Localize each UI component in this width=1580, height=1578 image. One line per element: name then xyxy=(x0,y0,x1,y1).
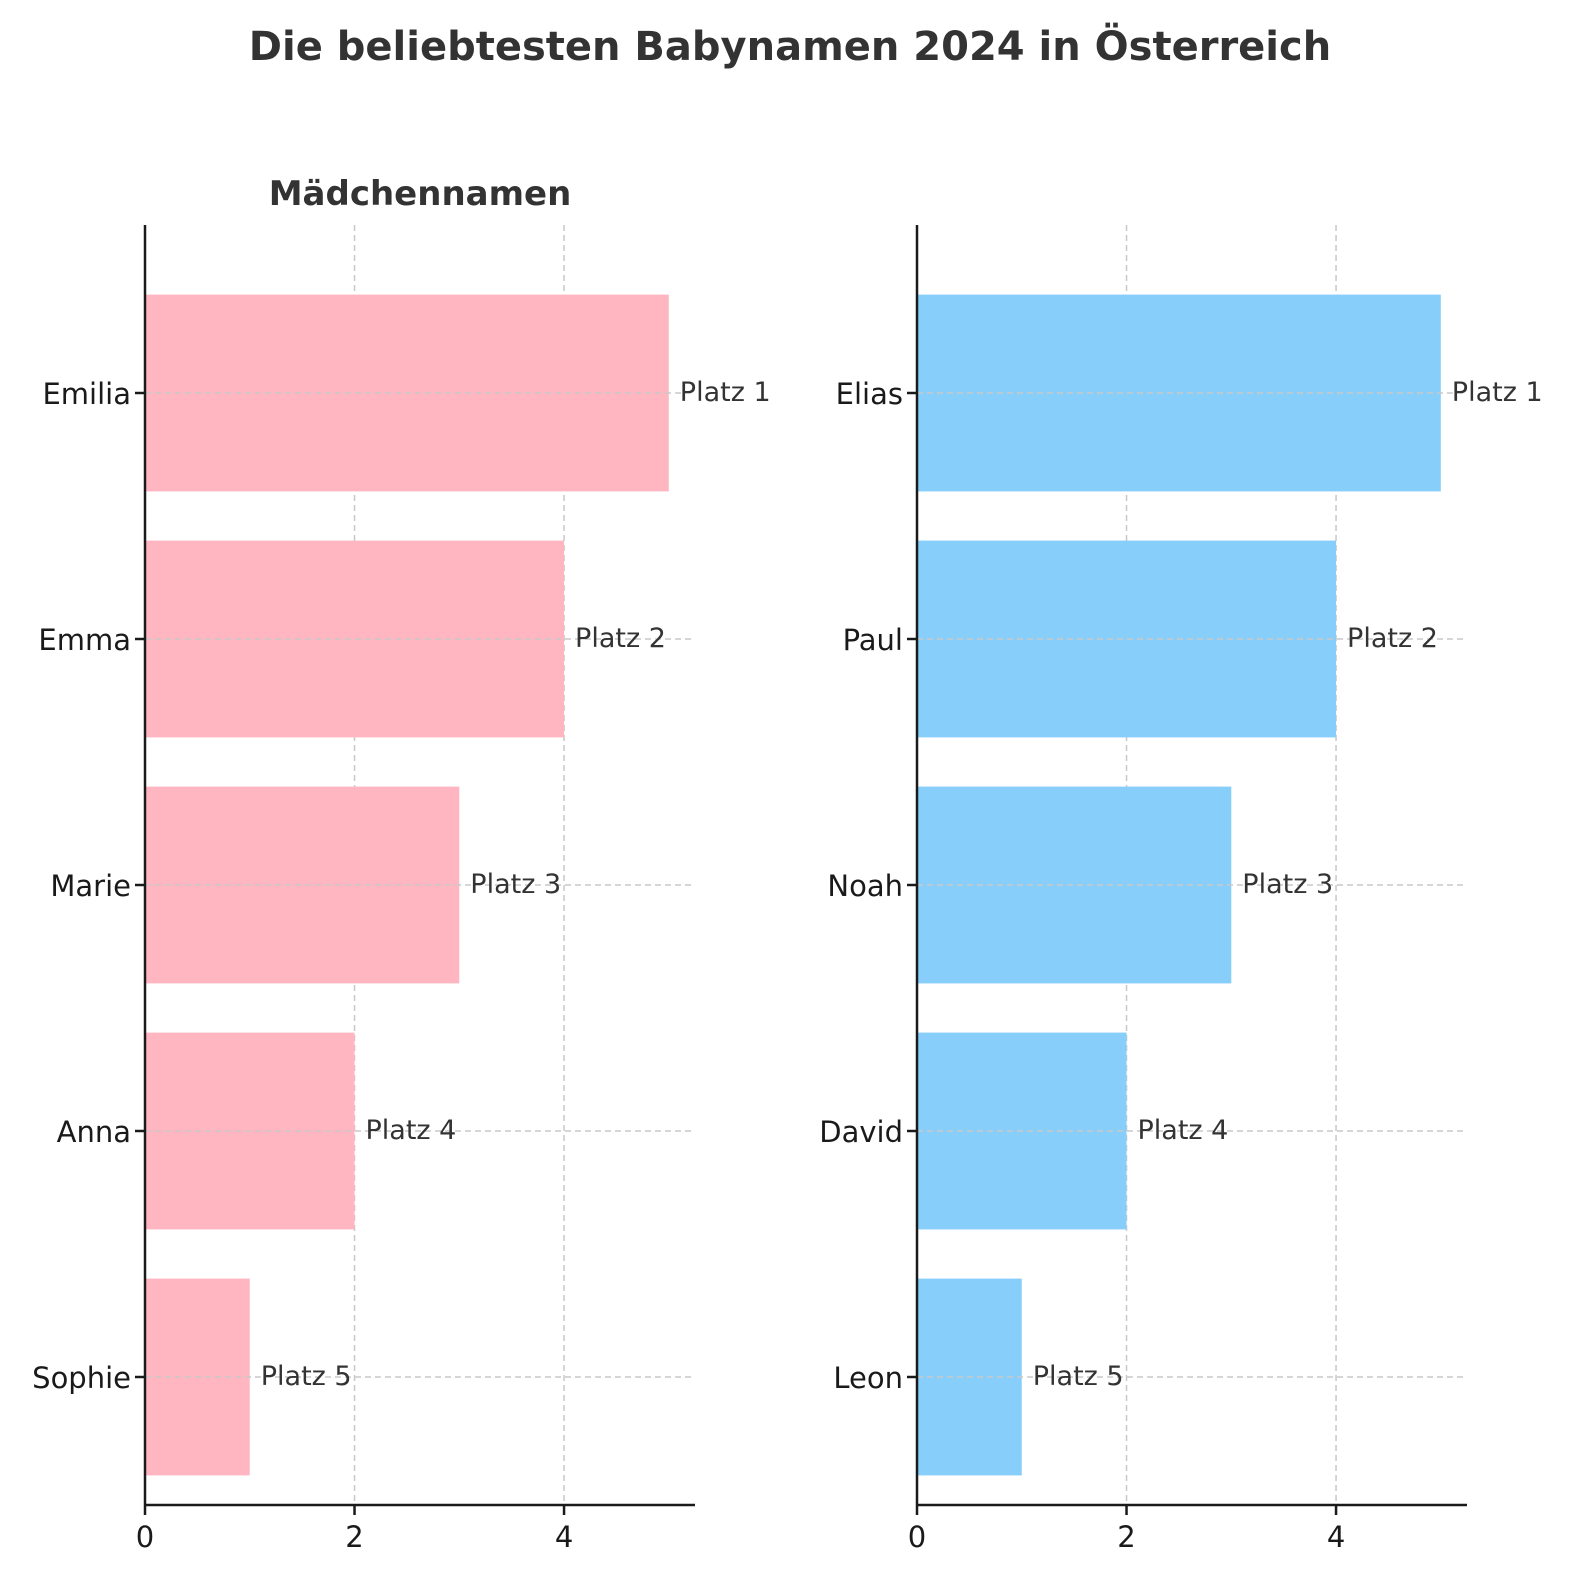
bar-value-label: Platz 5 xyxy=(1033,1361,1124,1392)
bar-value-label: Platz 3 xyxy=(470,869,561,900)
bar-value-label: Platz 4 xyxy=(1138,1115,1229,1146)
category-label: Anna xyxy=(57,1115,131,1149)
x-tick-label: 4 xyxy=(555,1520,573,1554)
x-tick-label: 4 xyxy=(1327,1520,1345,1554)
category-label: Leon xyxy=(833,1361,903,1395)
x-tick-label: 0 xyxy=(908,1520,926,1554)
category-label: Marie xyxy=(50,869,131,903)
category-label: David xyxy=(819,1115,903,1149)
bar-emma xyxy=(145,540,565,738)
bar-value-label: Platz 1 xyxy=(1452,377,1543,408)
category-label: Emilia xyxy=(42,377,131,411)
bar-noah xyxy=(917,786,1232,984)
category-label: Noah xyxy=(827,869,903,903)
boys-names-panel: Platz 1 Platz 2 Platz 3 Platz 4 Platz 5 Elias… xyxy=(819,225,1543,1554)
bar-paul xyxy=(917,540,1337,738)
x-tick-label: 2 xyxy=(345,1520,363,1554)
category-label: Emma xyxy=(38,623,131,657)
category-label: Elias xyxy=(836,377,903,411)
x-tick-label: 0 xyxy=(136,1520,154,1554)
girls-names-panel: Mädchennamen Platz 1 Platz 2 Platz 3 Platz 4… xyxy=(32,174,771,1554)
chart-title: Die beliebtesten Babynamen 2024 in Öster… xyxy=(249,22,1331,70)
bar-value-label: Platz 2 xyxy=(575,623,666,654)
category-label: Paul xyxy=(843,623,903,657)
bar-value-label: Platz 1 xyxy=(680,377,771,408)
bar-marie xyxy=(145,786,460,984)
x-tick-label: 2 xyxy=(1117,1520,1135,1554)
subplot-title: Mädchennamen xyxy=(269,174,572,214)
bar-value-label: Platz 4 xyxy=(366,1115,457,1146)
category-label: Sophie xyxy=(32,1361,131,1395)
bar-value-label: Platz 3 xyxy=(1242,869,1333,900)
bar-value-label: Platz 5 xyxy=(261,1361,352,1392)
bar-value-label: Platz 2 xyxy=(1347,623,1438,654)
